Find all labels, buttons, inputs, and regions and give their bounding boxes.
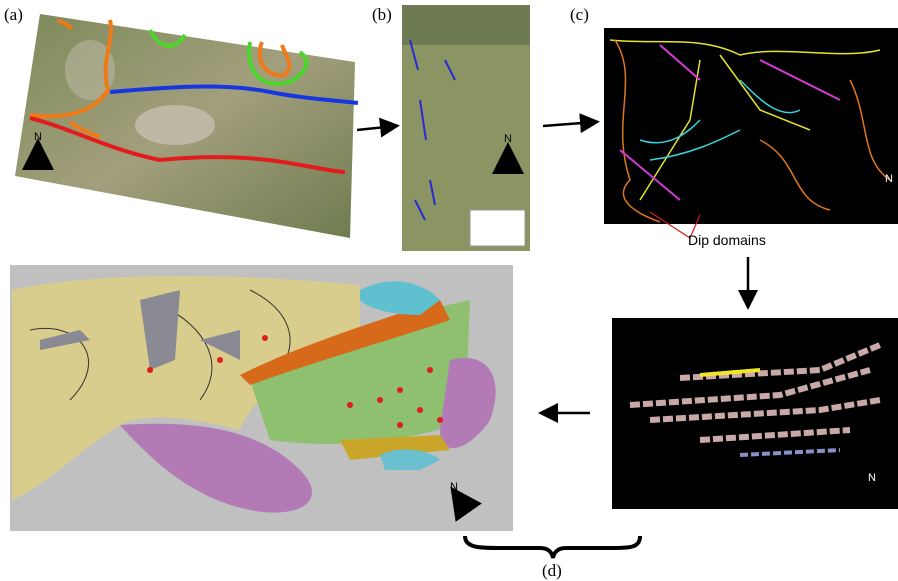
point bbox=[262, 335, 268, 341]
point bbox=[417, 407, 423, 413]
point bbox=[147, 367, 153, 373]
panel-label: (c) bbox=[570, 5, 589, 24]
quarry-area bbox=[135, 105, 215, 145]
point bbox=[347, 402, 353, 408]
flow-arrow bbox=[543, 122, 595, 126]
north-label: N bbox=[868, 472, 876, 484]
annotation: Dip domains bbox=[688, 232, 766, 248]
point bbox=[217, 357, 223, 363]
panel-label: (b) bbox=[372, 5, 392, 24]
map-panel bbox=[604, 28, 898, 224]
panel-label: (a) bbox=[4, 5, 23, 24]
point bbox=[397, 387, 403, 393]
point bbox=[427, 367, 433, 373]
north-label: N bbox=[34, 131, 42, 143]
panel-label: (d) bbox=[542, 561, 562, 580]
point bbox=[437, 417, 443, 423]
aerial-shade bbox=[402, 5, 530, 45]
north-label: N bbox=[885, 173, 893, 185]
north-label: N bbox=[450, 481, 458, 493]
figure: (a) N (b) N (c) N Dip domains N bbox=[0, 0, 898, 581]
flow-arrow bbox=[357, 126, 395, 130]
brace bbox=[465, 536, 640, 558]
north-label: N bbox=[504, 133, 512, 145]
point bbox=[397, 422, 403, 428]
inset-map bbox=[470, 210, 525, 246]
point bbox=[377, 397, 383, 403]
